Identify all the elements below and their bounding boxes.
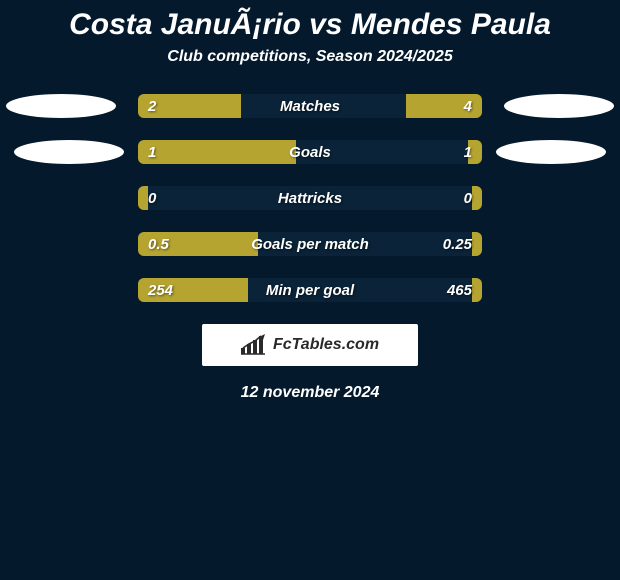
value-right: 0 <box>464 186 472 210</box>
value-left: 1 <box>148 140 156 164</box>
player-badge-left <box>14 140 124 164</box>
bar-track: Hattricks <box>138 186 482 210</box>
bar-left <box>138 140 296 164</box>
bar-track: Matches <box>138 94 482 118</box>
bar-left <box>138 186 148 210</box>
bar-right <box>472 232 482 256</box>
stats-rows: Matches2 4 Goals1 1 Hattricks0 0 Goals per mat… <box>0 94 620 302</box>
value-left: 2 <box>148 94 156 118</box>
chart-icon <box>241 334 267 356</box>
brand-name: FcTables.com <box>273 336 379 354</box>
value-left: 0.5 <box>148 232 169 256</box>
page-title: Costa JanuÃ¡rio vs Mendes Paula <box>0 0 620 48</box>
subtitle: Club competitions, Season 2024/2025 <box>0 48 620 66</box>
bar-track: Goals <box>138 140 482 164</box>
stat-row: Goals1 1 <box>0 140 620 164</box>
stat-row: Min per goal254 465 <box>0 278 620 302</box>
stat-row: Goals per match0.5 0.25 <box>0 232 620 256</box>
value-left: 0 <box>148 186 156 210</box>
stat-label: Hattricks <box>138 186 482 210</box>
bar-right <box>472 186 482 210</box>
value-left: 254 <box>148 278 173 302</box>
stat-row: Matches2 4 <box>0 94 620 118</box>
player-badge-right <box>504 94 614 118</box>
bar-right <box>472 278 482 302</box>
footer-date: 12 november 2024 <box>0 384 620 402</box>
value-right: 0.25 <box>443 232 472 256</box>
value-right: 4 <box>464 94 472 118</box>
bar-track: Goals per match <box>138 232 482 256</box>
player-badge-left <box>6 94 116 118</box>
value-right: 465 <box>447 278 472 302</box>
brand-box: FcTables.com <box>202 324 418 366</box>
stat-row: Hattricks0 0 <box>0 186 620 210</box>
value-right: 1 <box>464 140 472 164</box>
player-badge-right <box>496 140 606 164</box>
bar-track: Min per goal <box>138 278 482 302</box>
